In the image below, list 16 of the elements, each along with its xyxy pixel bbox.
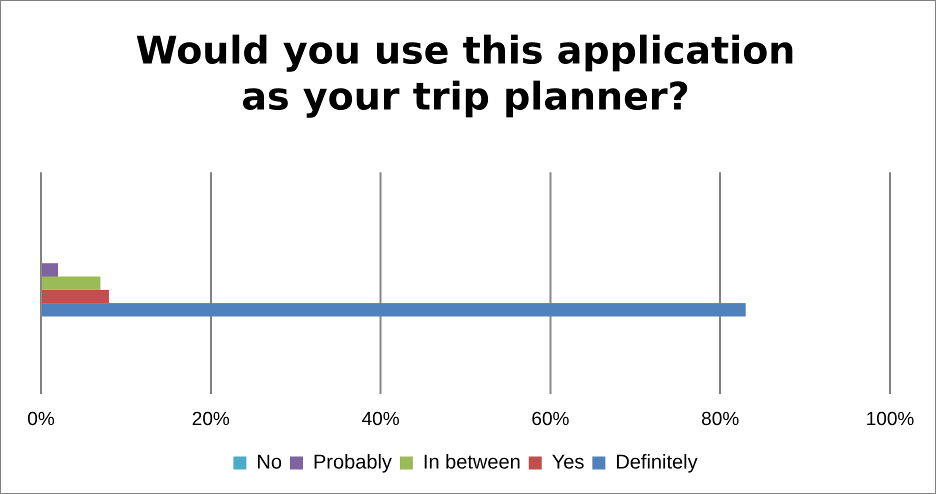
legend-label: Yes [552, 452, 584, 474]
legend-label: No [256, 452, 282, 474]
bar [42, 263, 58, 277]
chart-title: Would you use this application as your trip planner? [136, 28, 796, 118]
legend-label: In between [422, 452, 521, 474]
x-tick-label: 80% [701, 408, 740, 430]
x-tick-label: 100% [866, 408, 914, 430]
bar [42, 303, 746, 316]
legend-label: Definitely [615, 452, 698, 474]
x-tick-label: 40% [362, 408, 400, 430]
bar [42, 276, 100, 290]
x-tick-label: 20% [192, 408, 230, 430]
x-tick-label: 60% [531, 408, 570, 430]
bar [42, 290, 109, 304]
legend-label: Probably [312, 452, 392, 474]
x-tick-label: 0% [27, 408, 55, 430]
